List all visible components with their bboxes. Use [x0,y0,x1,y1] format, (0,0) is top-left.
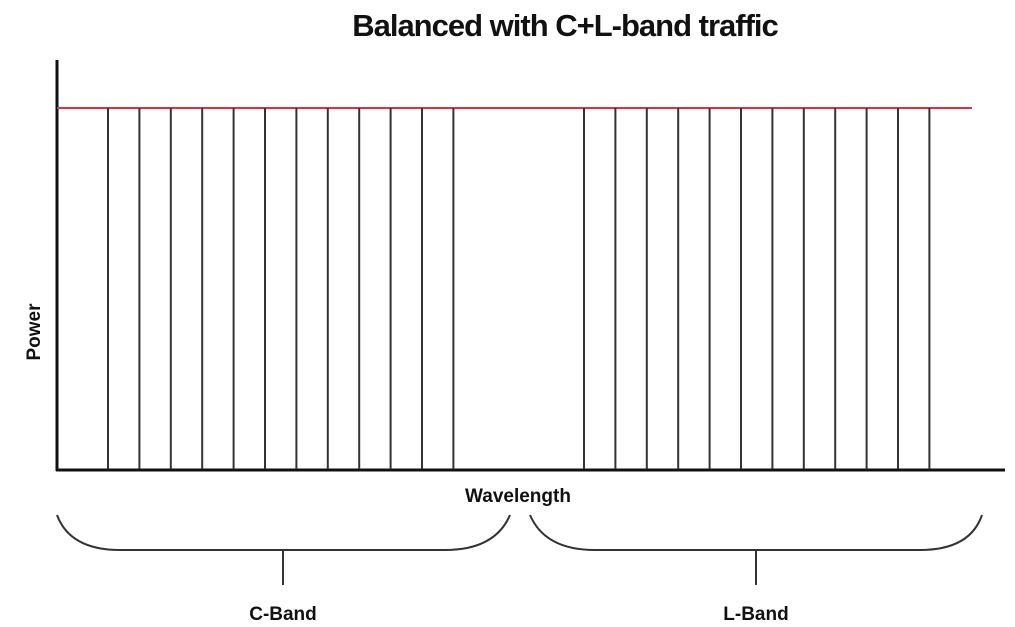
x-axis-label: Wavelength [465,486,571,507]
channels [107,108,931,469]
y-axis-label: Power [24,303,45,361]
l-band-brace [529,514,983,551]
title: Balanced with C+L-band traffic [352,8,778,43]
band-label: L-Band [723,604,788,625]
c-band-brace [56,514,511,551]
band-label: C-Band [249,604,317,625]
